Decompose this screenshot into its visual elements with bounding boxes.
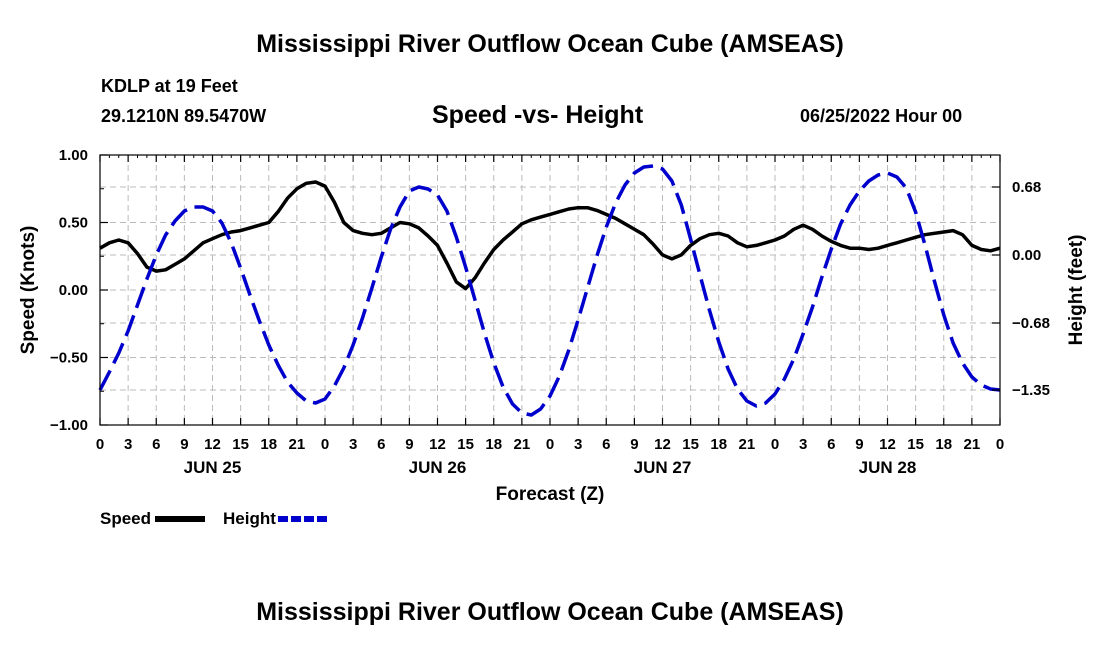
legend: Speed Height <box>100 509 328 529</box>
y-right-tick-label: −1.35 <box>1012 382 1050 399</box>
y-left-tick-label: 1.00 <box>59 147 88 164</box>
height-series-line <box>98 164 1001 417</box>
legend-height-swatch <box>277 516 328 522</box>
legend-height-label: Height <box>223 509 276 528</box>
x-tick-label: 21 <box>739 436 756 453</box>
x-tick-label: 18 <box>935 436 952 453</box>
x-tick-label: 15 <box>907 436 924 453</box>
x-tick-label: 3 <box>124 436 132 453</box>
x-tick-label: 21 <box>964 436 981 453</box>
y-left-tick-label: 0.00 <box>59 282 88 299</box>
chart-title-top: Mississippi River Outflow Ocean Cube (AM… <box>256 30 844 58</box>
day-label: JUN 25 <box>184 458 242 477</box>
y-right-tick-label: −0.68 <box>1012 315 1050 332</box>
x-tick-label: 15 <box>682 436 699 453</box>
x-tick-label: 6 <box>377 436 385 453</box>
speed-series-line <box>99 180 1001 291</box>
y-left-axis-title: Speed (Knots) <box>18 226 39 355</box>
x-tick-label: 9 <box>855 436 863 453</box>
x-tick-label: 9 <box>630 436 638 453</box>
y-right-axis-title: Height (feet) <box>1066 235 1087 346</box>
x-tick-label: 0 <box>321 436 329 453</box>
x-tick-label: 12 <box>204 436 221 453</box>
x-tick-label: 0 <box>996 436 1004 453</box>
chart-subtitle: Speed -vs- Height <box>432 101 644 129</box>
x-tick-label: 0 <box>771 436 779 453</box>
x-tick-label: 3 <box>574 436 582 453</box>
day-label: JUN 28 <box>859 458 917 477</box>
chart-title-bottom: Mississippi River Outflow Ocean Cube (AM… <box>256 598 844 626</box>
day-label: JUN 26 <box>409 458 467 477</box>
x-tick-label: 21 <box>289 436 306 453</box>
x-tick-label: 0 <box>96 436 104 453</box>
x-tick-label: 0 <box>546 436 554 453</box>
x-tick-label: 3 <box>799 436 807 453</box>
legend-speed-label: Speed <box>100 509 152 528</box>
y-right-tick-label: 0.00 <box>1012 247 1041 264</box>
x-tick-label: 15 <box>457 436 474 453</box>
legend-speed-swatch <box>155 516 206 522</box>
forecast-datetime: 06/25/2022 Hour 00 <box>800 106 963 126</box>
y-left-tick-label: 0.50 <box>59 215 88 232</box>
x-tick-label: 12 <box>654 436 671 453</box>
x-tick-label: 9 <box>180 436 188 453</box>
x-tick-label: 18 <box>485 436 502 453</box>
x-tick-label: 15 <box>232 436 249 453</box>
x-tick-label: 12 <box>429 436 446 453</box>
x-axis-title: Forecast (Z) <box>496 484 605 505</box>
coordinates-label: 29.1210N 89.5470W <box>101 106 267 126</box>
x-tick-label: 12 <box>879 436 896 453</box>
station-label: KDLP at 19 Feet <box>101 76 238 96</box>
x-tick-label: 18 <box>710 436 727 453</box>
x-tick-label: 6 <box>827 436 835 453</box>
x-tick-label: 3 <box>349 436 357 453</box>
x-tick-label: 18 <box>260 436 277 453</box>
y-left-tick-label: −1.00 <box>50 417 88 434</box>
y-left-tick-label: −0.50 <box>50 350 88 367</box>
x-tick-label: 6 <box>152 436 160 453</box>
x-tick-label: 9 <box>405 436 413 453</box>
day-label: JUN 27 <box>634 458 692 477</box>
x-tick-label: 6 <box>602 436 610 453</box>
y-right-tick-label: 0.68 <box>1012 179 1041 196</box>
x-tick-label: 21 <box>514 436 531 453</box>
